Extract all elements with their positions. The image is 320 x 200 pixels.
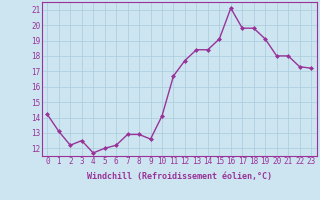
X-axis label: Windchill (Refroidissement éolien,°C): Windchill (Refroidissement éolien,°C) [87, 172, 272, 181]
